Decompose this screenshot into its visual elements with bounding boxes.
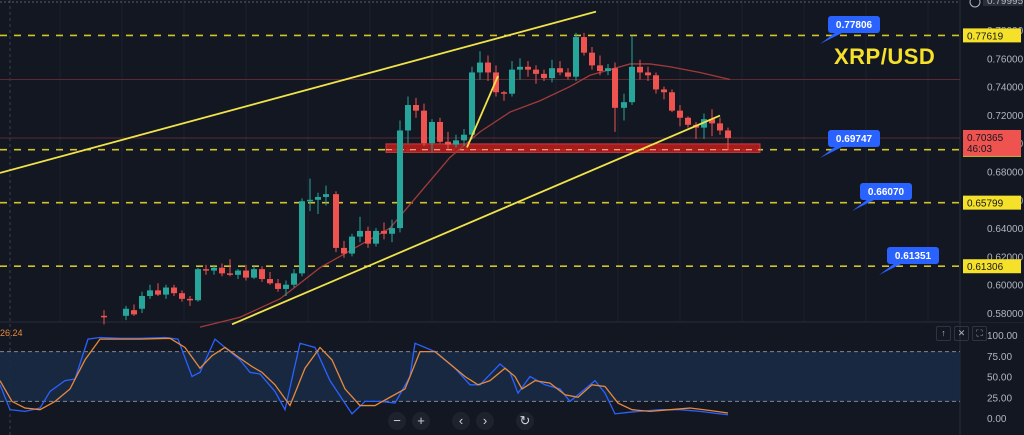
svg-text:0.00: 0.00 xyxy=(987,414,1007,425)
svg-text:0.62000: 0.62000 xyxy=(987,252,1024,263)
svg-text:0.69747: 0.69747 xyxy=(836,134,873,145)
svg-text:0.61351: 0.61351 xyxy=(895,251,932,262)
svg-text:0.66070: 0.66070 xyxy=(868,187,905,198)
svg-text:0.77619: 0.77619 xyxy=(967,31,1004,42)
close-icon[interactable]: ✕ xyxy=(954,326,969,341)
svg-text:46:03: 46:03 xyxy=(967,144,992,155)
svg-text:0.72000: 0.72000 xyxy=(987,111,1024,122)
chart-navigation: − + ‹ › ↻ xyxy=(388,412,534,430)
svg-text:0.79995: 0.79995 xyxy=(987,0,1024,7)
horizontal-levels[interactable] xyxy=(0,34,960,268)
price-callouts[interactable]: 0.77806 0.69747 0.66070 0.61351 xyxy=(820,16,939,275)
svg-text:0.60000: 0.60000 xyxy=(987,281,1024,292)
zoom-in-button[interactable]: + xyxy=(412,412,430,430)
svg-text:50.00: 50.00 xyxy=(987,373,1012,384)
svg-text:100.00: 100.00 xyxy=(987,331,1018,342)
reset-button[interactable]: ↻ xyxy=(516,412,534,430)
svg-text:0.77806: 0.77806 xyxy=(836,20,873,31)
zoom-out-button[interactable]: − xyxy=(388,412,406,430)
oscillator-controls: ↑ ✕ ⛶ xyxy=(936,326,987,341)
candlesticks xyxy=(101,32,731,325)
oscillator-axis[interactable]: 100.00 75.00 50.00 25.00 0.00 xyxy=(987,331,1018,425)
moving-average-line xyxy=(199,63,731,328)
svg-text:25.00: 25.00 xyxy=(987,393,1012,404)
scroll-left-button[interactable]: ‹ xyxy=(452,412,470,430)
oscillator-lines xyxy=(0,336,729,416)
svg-text:0.58000: 0.58000 xyxy=(987,309,1024,320)
oscillator-band xyxy=(0,351,960,402)
oscillator-value: 26.24 xyxy=(0,328,23,338)
svg-text:0.74000: 0.74000 xyxy=(987,83,1024,94)
maximize-icon[interactable]: ⛶ xyxy=(972,326,987,341)
price-axis[interactable]: 0.780000.760000.740000.720000.700000.680… xyxy=(961,0,1024,322)
support-zone[interactable] xyxy=(385,143,761,153)
svg-text:0.76000: 0.76000 xyxy=(987,54,1024,65)
svg-text:0.65799: 0.65799 xyxy=(967,199,1004,210)
trend-channel[interactable] xyxy=(0,10,721,326)
svg-text:0.64000: 0.64000 xyxy=(987,224,1024,235)
svg-text:0.61306: 0.61306 xyxy=(967,262,1004,273)
move-up-icon[interactable]: ↑ xyxy=(936,326,951,341)
svg-text:0.68000: 0.68000 xyxy=(987,168,1024,179)
scroll-right-button[interactable]: › xyxy=(476,412,494,430)
svg-text:0.70365: 0.70365 xyxy=(967,133,1004,144)
svg-text:75.00: 75.00 xyxy=(987,352,1012,363)
chart-title: XRP/USD xyxy=(834,44,936,69)
